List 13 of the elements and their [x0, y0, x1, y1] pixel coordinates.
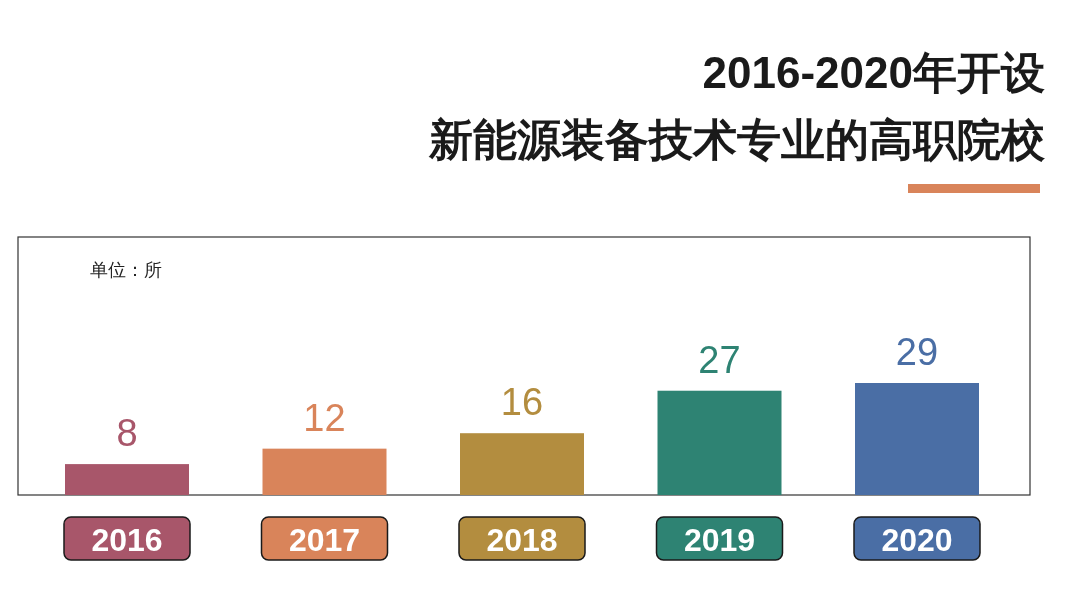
- data-label: 8: [116, 412, 138, 455]
- x-tick-label: 2016: [91, 522, 163, 558]
- text: 单位：所: [90, 260, 162, 280]
- data-label: 27: [698, 338, 741, 381]
- chart-title: 2016-2020年开设: [702, 48, 1045, 97]
- x-tick-label: 2020: [881, 522, 953, 558]
- data-label: 29: [895, 331, 939, 373]
- x-tick-label: 2017: [288, 522, 361, 558]
- chart-subtitle: 新能源装备技术专业的高职院校: [428, 115, 1046, 164]
- x-tick-label: 2019: [683, 522, 756, 558]
- x-tick-label: 2018: [486, 522, 558, 558]
- data-label: 12: [303, 396, 346, 439]
- data-label: 16: [500, 381, 544, 424]
